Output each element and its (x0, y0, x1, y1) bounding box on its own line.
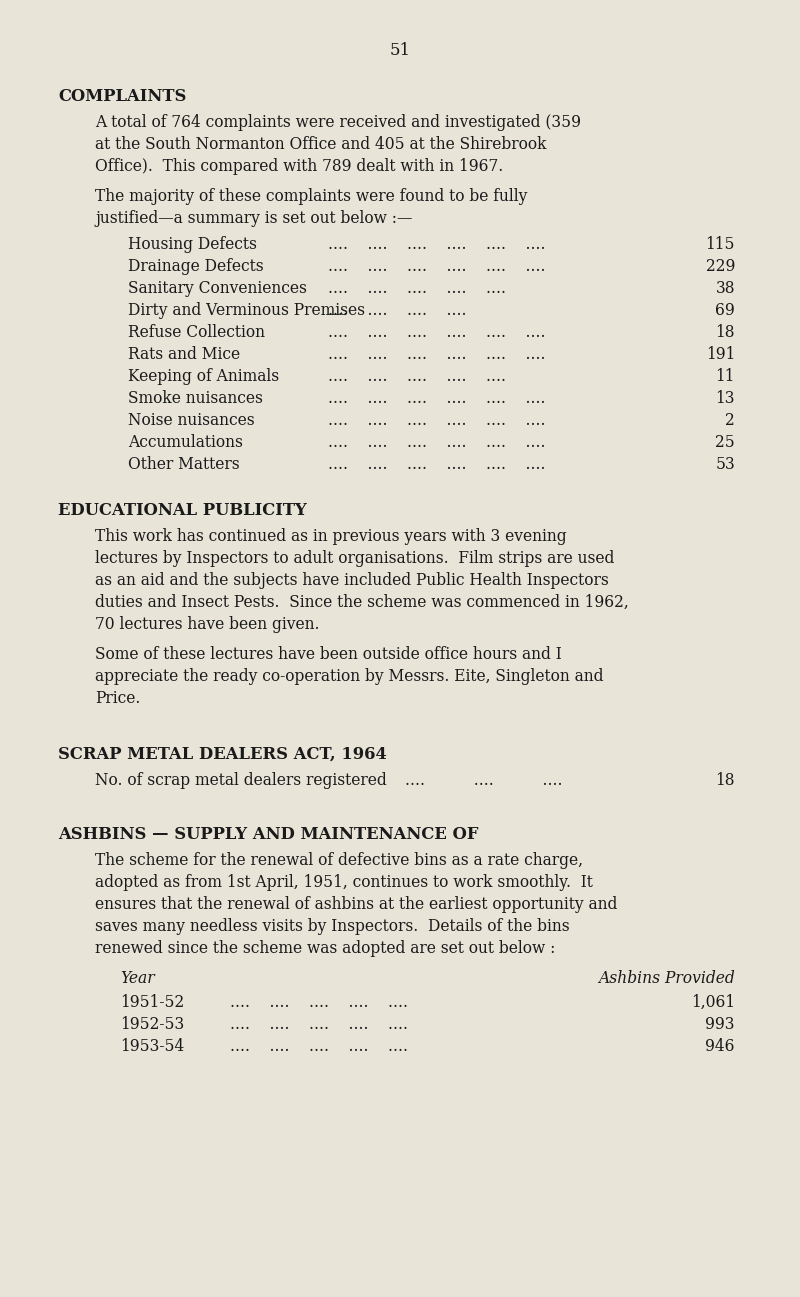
Text: Refuse Collection: Refuse Collection (128, 324, 265, 341)
Text: Price.: Price. (95, 690, 140, 707)
Text: ....    ....    ....    ....    ....    ....: .... .... .... .... .... .... (328, 324, 546, 341)
Text: SCRAP METAL DEALERS ACT, 1964: SCRAP METAL DEALERS ACT, 1964 (58, 746, 386, 763)
Text: Accumulations: Accumulations (128, 434, 243, 451)
Text: ....    ....    ....    ....    ....    ....: .... .... .... .... .... .... (328, 390, 546, 407)
Text: 70 lectures have been given.: 70 lectures have been given. (95, 616, 319, 633)
Text: 69: 69 (715, 302, 735, 319)
Text: saves many needless visits by Inspectors.  Details of the bins: saves many needless visits by Inspectors… (95, 918, 570, 935)
Text: Rats and Mice: Rats and Mice (128, 346, 240, 363)
Text: 993: 993 (706, 1016, 735, 1032)
Text: 229: 229 (706, 258, 735, 275)
Text: Keeping of Animals: Keeping of Animals (128, 368, 279, 385)
Text: ....    ....    ....    ....    ....: .... .... .... .... .... (328, 368, 506, 385)
Text: 53: 53 (715, 457, 735, 473)
Text: appreciate the ready co-operation by Messrs. Eite, Singleton and: appreciate the ready co-operation by Mes… (95, 668, 603, 685)
Text: ....    ....    ....    ....    ....    ....: .... .... .... .... .... .... (328, 412, 546, 429)
Text: ....    ....    ....    ....    ....: .... .... .... .... .... (230, 994, 408, 1010)
Text: Drainage Defects: Drainage Defects (128, 258, 264, 275)
Text: 115: 115 (706, 236, 735, 253)
Text: 1953-54: 1953-54 (120, 1038, 184, 1054)
Text: Year: Year (120, 970, 154, 987)
Text: ....    ....    ....    ....    ....    ....: .... .... .... .... .... .... (328, 346, 546, 363)
Text: ....    ....    ....    ....    ....    ....: .... .... .... .... .... .... (328, 258, 546, 275)
Text: 25: 25 (715, 434, 735, 451)
Text: EDUCATIONAL PUBLICITY: EDUCATIONAL PUBLICITY (58, 502, 306, 519)
Text: adopted as from 1st April, 1951, continues to work smoothly.  It: adopted as from 1st April, 1951, continu… (95, 874, 593, 891)
Text: ....    ....    ....    ....    ....    ....: .... .... .... .... .... .... (328, 457, 546, 473)
Text: ....    ....    ....    ....    ....: .... .... .... .... .... (328, 280, 506, 297)
Text: 51: 51 (390, 42, 410, 58)
Text: ensures that the renewal of ashbins at the earliest opportunity and: ensures that the renewal of ashbins at t… (95, 896, 618, 913)
Text: Housing Defects: Housing Defects (128, 236, 257, 253)
Text: ....          ....          ....: .... .... .... (405, 772, 562, 789)
Text: at the South Normanton Office and 405 at the Shirebrook: at the South Normanton Office and 405 at… (95, 136, 546, 153)
Text: 18: 18 (715, 324, 735, 341)
Text: The scheme for the renewal of defective bins as a rate charge,: The scheme for the renewal of defective … (95, 852, 583, 869)
Text: The majority of these complaints were found to be fully: The majority of these complaints were fo… (95, 188, 527, 205)
Text: ....    ....    ....    ....    ....: .... .... .... .... .... (230, 1016, 408, 1032)
Text: Noise nuisances: Noise nuisances (128, 412, 254, 429)
Text: ....    ....    ....    ....    ....    ....: .... .... .... .... .... .... (328, 236, 546, 253)
Text: ....    ....    ....    ....: .... .... .... .... (328, 302, 466, 319)
Text: A total of 764 complaints were received and investigated (359: A total of 764 complaints were received … (95, 114, 581, 131)
Text: 1,061: 1,061 (691, 994, 735, 1010)
Text: Some of these lectures have been outside office hours and I: Some of these lectures have been outside… (95, 646, 562, 663)
Text: as an aid and the subjects have included Public Health Inspectors: as an aid and the subjects have included… (95, 572, 609, 589)
Text: COMPLAINTS: COMPLAINTS (58, 88, 186, 105)
Text: 191: 191 (706, 346, 735, 363)
Text: 11: 11 (715, 368, 735, 385)
Text: ....    ....    ....    ....    ....    ....: .... .... .... .... .... .... (328, 434, 546, 451)
Text: This work has continued as in previous years with 3 evening: This work has continued as in previous y… (95, 528, 566, 545)
Text: Office).  This compared with 789 dealt with in 1967.: Office). This compared with 789 dealt wi… (95, 158, 503, 175)
Text: Other Matters: Other Matters (128, 457, 240, 473)
Text: Ashbins Provided: Ashbins Provided (598, 970, 735, 987)
Text: renewed since the scheme was adopted are set out below :: renewed since the scheme was adopted are… (95, 940, 555, 957)
Text: 1952-53: 1952-53 (120, 1016, 184, 1032)
Text: Dirty and Verminous Premises: Dirty and Verminous Premises (128, 302, 365, 319)
Text: 946: 946 (706, 1038, 735, 1054)
Text: ....    ....    ....    ....    ....: .... .... .... .... .... (230, 1038, 408, 1054)
Text: lectures by Inspectors to adult organisations.  Film strips are used: lectures by Inspectors to adult organisa… (95, 550, 614, 567)
Text: 18: 18 (715, 772, 735, 789)
Text: Smoke nuisances: Smoke nuisances (128, 390, 263, 407)
Text: Sanitary Conveniences: Sanitary Conveniences (128, 280, 307, 297)
Text: duties and Insect Pests.  Since the scheme was commenced in 1962,: duties and Insect Pests. Since the schem… (95, 594, 629, 611)
Text: 1951-52: 1951-52 (120, 994, 184, 1010)
Text: No. of scrap metal dealers registered: No. of scrap metal dealers registered (95, 772, 386, 789)
Text: 13: 13 (715, 390, 735, 407)
Text: ASHBINS — SUPPLY AND MAINTENANCE OF: ASHBINS — SUPPLY AND MAINTENANCE OF (58, 826, 478, 843)
Text: 2: 2 (726, 412, 735, 429)
Text: justified—a summary is set out below :—: justified—a summary is set out below :— (95, 210, 412, 227)
Text: 38: 38 (715, 280, 735, 297)
